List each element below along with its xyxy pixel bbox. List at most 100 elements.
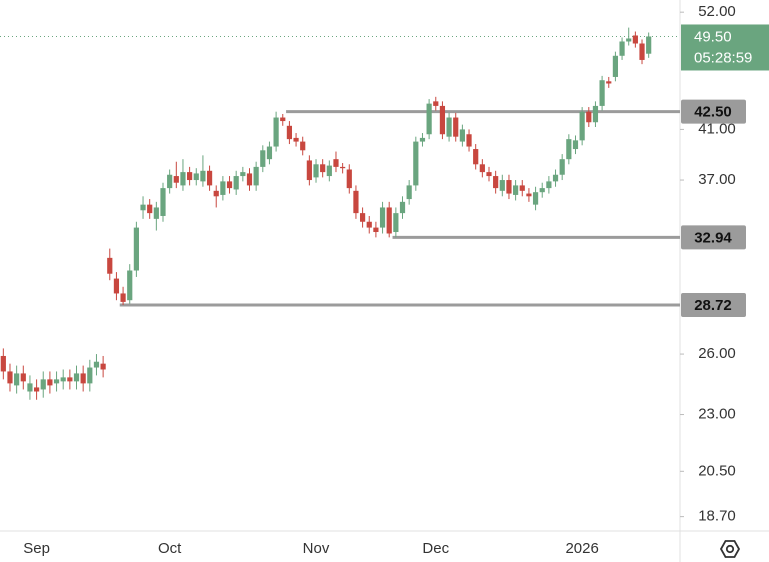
candle-body bbox=[93, 361, 100, 368]
candle-body bbox=[180, 172, 186, 186]
candle-body bbox=[579, 111, 585, 141]
candle-body bbox=[14, 373, 20, 386]
settings-icon[interactable] bbox=[719, 540, 741, 558]
candle-body bbox=[220, 181, 226, 195]
candle-body bbox=[306, 160, 312, 181]
candle-body bbox=[632, 35, 638, 44]
candle-body bbox=[200, 170, 206, 182]
settings-center bbox=[725, 544, 735, 554]
level-label: 28.72 bbox=[694, 297, 732, 314]
candle-body bbox=[586, 111, 592, 123]
last-price-box bbox=[681, 24, 769, 71]
candle-body bbox=[133, 227, 139, 271]
candle-body bbox=[599, 80, 605, 106]
candle-body bbox=[187, 172, 193, 181]
candle-body bbox=[260, 150, 266, 167]
candle-body bbox=[466, 134, 472, 147]
candle-body bbox=[366, 221, 372, 228]
candle-body bbox=[87, 367, 93, 384]
candle-body bbox=[439, 105, 446, 135]
candle-body bbox=[446, 117, 452, 137]
candle-body bbox=[386, 207, 392, 234]
candle-body bbox=[572, 140, 579, 150]
level-label-box bbox=[681, 225, 746, 250]
y-tick-label: 26.00 bbox=[698, 345, 736, 362]
x-tick-label: 2026 bbox=[565, 540, 598, 557]
candle-body bbox=[240, 172, 246, 177]
candle-body bbox=[27, 383, 33, 392]
candle-body bbox=[406, 185, 412, 200]
candle-body bbox=[233, 176, 239, 190]
y-tick-label: 37.00 bbox=[698, 171, 736, 188]
x-tick-label: Dec bbox=[422, 540, 449, 557]
candle-body bbox=[612, 55, 619, 77]
level-label: 32.94 bbox=[694, 229, 732, 246]
candle-body bbox=[493, 176, 499, 189]
candle-body bbox=[606, 81, 612, 84]
candle-body bbox=[67, 377, 73, 382]
y-tick-label: 20.50 bbox=[698, 462, 736, 479]
candle-body bbox=[566, 139, 572, 160]
candle-body bbox=[519, 185, 525, 191]
level-label-box bbox=[681, 292, 746, 317]
candle-body bbox=[499, 180, 505, 191]
candle-body bbox=[532, 192, 539, 205]
candle-body bbox=[473, 149, 479, 165]
candle-body bbox=[479, 164, 485, 173]
candle-body bbox=[147, 204, 153, 214]
candle-body bbox=[73, 373, 80, 382]
x-tick-label: Nov bbox=[303, 540, 330, 557]
x-tick-label: Oct bbox=[158, 540, 182, 557]
candle-body bbox=[273, 117, 279, 147]
candle-body bbox=[213, 190, 219, 197]
candle-body bbox=[399, 201, 406, 214]
candle-body bbox=[359, 213, 366, 222]
candle-body bbox=[127, 270, 133, 301]
level-label: 42.50 bbox=[694, 104, 732, 121]
candle-body bbox=[286, 125, 293, 140]
last-price-label: 49.50 bbox=[694, 28, 732, 45]
candle-body bbox=[346, 169, 352, 189]
candle-body bbox=[33, 387, 40, 392]
candle-body bbox=[280, 117, 286, 122]
countdown: 05:28:59 bbox=[694, 49, 752, 66]
candle-body bbox=[592, 105, 599, 123]
candle-body bbox=[53, 379, 60, 384]
candle-body bbox=[206, 170, 213, 186]
candle-body bbox=[113, 278, 120, 294]
candle-body bbox=[552, 174, 559, 182]
candle-body bbox=[47, 379, 53, 386]
y-tick-label: 23.00 bbox=[698, 406, 736, 423]
candle-body bbox=[100, 363, 106, 370]
candle-body bbox=[0, 355, 6, 372]
candle-body bbox=[40, 379, 46, 390]
candle-body bbox=[433, 101, 439, 106]
candle-body bbox=[413, 141, 419, 186]
candle-body bbox=[513, 185, 519, 195]
candle-body bbox=[20, 373, 26, 382]
candle-body bbox=[559, 159, 565, 175]
candle-body bbox=[626, 38, 632, 42]
y-tick-label: 52.00 bbox=[698, 3, 736, 20]
candle-body bbox=[173, 176, 179, 183]
candle-body bbox=[419, 137, 426, 142]
candle-body bbox=[426, 103, 432, 135]
level-label-box bbox=[681, 99, 746, 124]
candle-body bbox=[80, 373, 86, 384]
candle-body bbox=[459, 129, 465, 142]
candle-body bbox=[7, 371, 13, 384]
candle-body bbox=[140, 204, 146, 211]
candle-body bbox=[639, 43, 645, 60]
candle-body bbox=[293, 137, 299, 142]
candle-body bbox=[506, 180, 512, 194]
candle-body bbox=[486, 172, 492, 177]
candle-body bbox=[167, 174, 173, 189]
candle-body bbox=[353, 190, 359, 214]
candle-body bbox=[619, 41, 625, 56]
candle-body bbox=[646, 36, 652, 54]
candle-body bbox=[326, 165, 332, 177]
candle-body bbox=[393, 213, 399, 233]
y-tick-label: 41.00 bbox=[698, 120, 736, 137]
candle-body bbox=[253, 166, 259, 186]
candle-body bbox=[246, 173, 253, 186]
